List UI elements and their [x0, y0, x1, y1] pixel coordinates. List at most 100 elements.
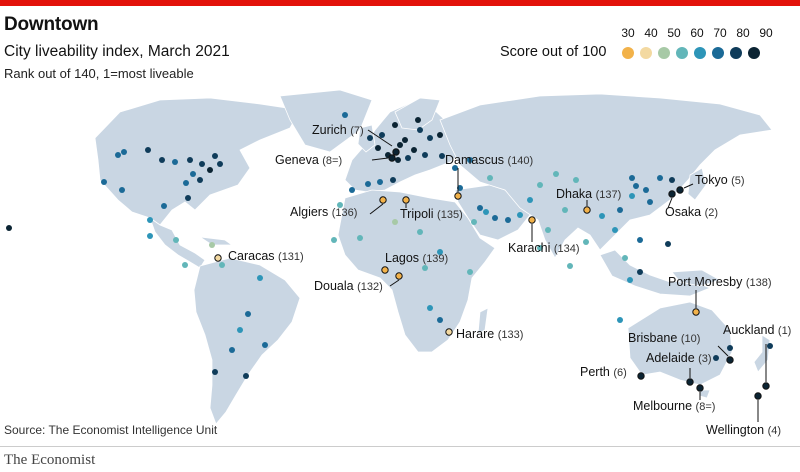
city-dot: [622, 255, 628, 261]
city-label-lagos: Lagos (139): [385, 251, 448, 265]
city-dot: [713, 355, 719, 361]
city-label-dhaka: Dhaka (137): [556, 187, 621, 201]
city-dot: [637, 237, 643, 243]
city-label-algiers: Algiers (136): [290, 205, 357, 219]
city-dot: [243, 373, 249, 379]
city-dot: [161, 203, 167, 209]
city-dot-tokyo: [676, 186, 684, 194]
city-label-wellington: Wellington (4): [706, 423, 781, 437]
city-dot: [437, 317, 443, 323]
city-dot: [527, 197, 533, 203]
city-dot-auckland: [762, 382, 770, 390]
city-dot: [395, 157, 401, 163]
city-dot-harare: [445, 328, 453, 336]
city-dot: [599, 213, 605, 219]
city-dot-damascus: [454, 192, 462, 200]
city-dot: [173, 237, 179, 243]
city-dot: [342, 112, 348, 118]
city-dot: [147, 217, 153, 223]
leader-line: [667, 197, 673, 209]
city-dot: [467, 157, 473, 163]
city-dot-lagos: [381, 266, 389, 274]
city-dot-douala: [395, 272, 403, 280]
city-dot: [417, 127, 423, 133]
land-asia: [439, 93, 773, 259]
city-dot: [365, 181, 371, 187]
city-dot: [119, 187, 125, 193]
city-dot: [467, 269, 473, 275]
city-dot: [417, 229, 423, 235]
land-scandinavia: [394, 97, 441, 131]
city-label-zurich: Zurich (7): [312, 123, 364, 137]
legend-swatch: [712, 47, 724, 59]
chart-note: Rank out of 140, 1=most liveable: [4, 66, 194, 81]
leader-line: [369, 203, 384, 215]
legend-tick-label: 50: [667, 26, 681, 40]
legend-tick-label: 80: [736, 26, 750, 40]
city-dot: [207, 167, 213, 173]
city-dot: [392, 219, 398, 225]
city-dot: [562, 207, 568, 213]
city-dot-wellington: [754, 392, 762, 400]
city-dots: [6, 112, 773, 400]
legend-swatch: [694, 47, 706, 59]
source-note: Source: The Economist Intelligence Unit: [4, 423, 218, 437]
legend-ticks: 30 40 50 60 70 80 90: [618, 26, 793, 42]
city-label-karachi: Karachi (134): [508, 241, 580, 255]
city-dot: [367, 135, 373, 141]
city-dot: [337, 202, 343, 208]
city-label-auckland: Auckland (1): [723, 323, 791, 337]
city-dot-port-moresby: [692, 308, 700, 316]
city-dot: [229, 347, 235, 353]
city-dot: [187, 157, 193, 163]
city-dot: [217, 161, 223, 167]
city-dot: [629, 175, 635, 181]
world-map: Zurich (7) Geneva (8=) Damascus (140) Algie…: [6, 90, 791, 437]
city-dot: [411, 147, 417, 153]
city-label-tokyo: Tokyo (5): [695, 173, 745, 187]
city-label-geneva: Geneva (8=): [275, 153, 342, 167]
city-labels: Zurich (7) Geneva (8=) Damascus (140) Algie…: [228, 123, 791, 437]
legend-tick-label: 90: [759, 26, 773, 40]
city-dot: [212, 153, 218, 159]
city-dot: [567, 263, 573, 269]
city-dot: [669, 177, 675, 183]
city-label-harare: Harare (133): [456, 327, 523, 341]
city-dot: [237, 327, 243, 333]
city-dot-osaka: [668, 190, 676, 198]
city-dot: [185, 195, 191, 201]
city-dot-tripoli: [402, 196, 410, 204]
city-dot: [437, 132, 443, 138]
city-dot: [190, 171, 196, 177]
city-dot: [147, 233, 153, 239]
city-dot: [637, 269, 643, 275]
city-dot: [452, 165, 458, 171]
city-dot: [487, 175, 493, 181]
land-new-zealand: [753, 334, 771, 373]
leader-line: [717, 345, 729, 357]
city-dot: [492, 215, 498, 221]
city-dot: [627, 277, 633, 283]
city-dot: [583, 239, 589, 245]
leader-line: [389, 279, 400, 287]
land-caribbean: [199, 236, 234, 246]
city-dot-brisbane: [726, 356, 734, 364]
city-dot: [115, 152, 121, 158]
label-leaders: [367, 129, 767, 422]
city-dot: [665, 241, 671, 247]
city-dot-melbourne: [696, 384, 704, 392]
city-label-melbourne: Melbourne (8=): [633, 399, 715, 413]
city-label-port-moresby: Port Moresby (138): [668, 275, 772, 289]
city-dot: [727, 345, 733, 351]
city-dot: [629, 193, 635, 199]
city-dot: [471, 219, 477, 225]
city-dot: [199, 161, 205, 167]
city-dot: [375, 145, 381, 151]
city-dot: [427, 305, 433, 311]
city-dot: [262, 342, 268, 348]
city-dot-caracas: [214, 254, 222, 262]
leader-line: [367, 129, 393, 147]
city-dot: [212, 369, 218, 375]
city-dot: [647, 199, 653, 205]
legend-swatches: [618, 45, 793, 61]
